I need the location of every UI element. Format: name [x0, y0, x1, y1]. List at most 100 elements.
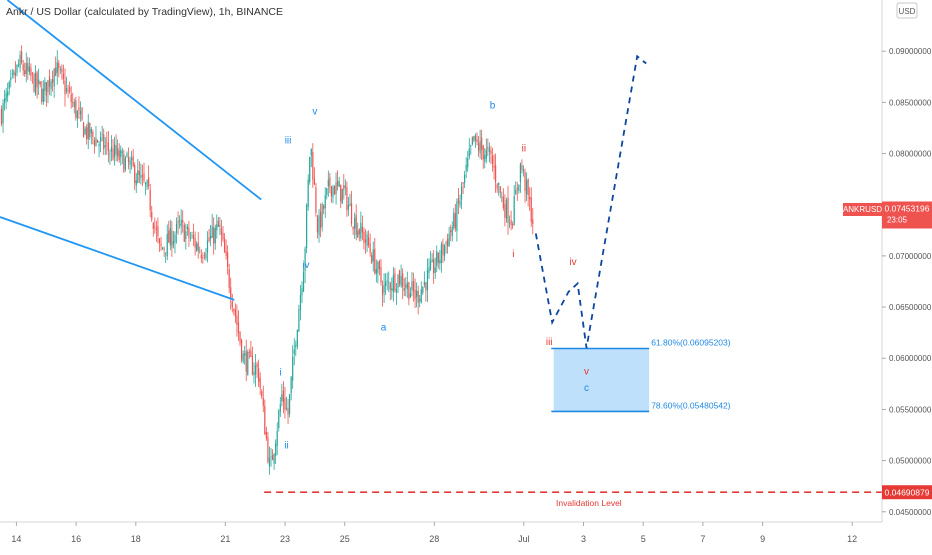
candle-body [144, 183, 147, 185]
candle-body [474, 135, 477, 141]
candle-body [502, 196, 504, 208]
candle-body [321, 204, 323, 227]
candle-body [73, 102, 75, 107]
candle-body [499, 186, 501, 193]
candle-body [464, 174, 466, 183]
candle-body [65, 88, 68, 92]
candle-body [443, 245, 446, 257]
candle-body [185, 231, 187, 240]
candle-body [335, 182, 337, 195]
candle-body [406, 282, 408, 289]
candle-body [10, 77, 12, 81]
candle-body [507, 198, 509, 223]
candle-body [137, 170, 139, 183]
candle-body [48, 76, 51, 87]
candle-body [135, 180, 137, 186]
candle-body [92, 132, 94, 137]
trendline[interactable] [6, 0, 262, 201]
candle-body [11, 73, 13, 75]
candle-body [468, 148, 470, 157]
candle-body [433, 259, 435, 274]
candle-body [264, 405, 266, 435]
fib-zone-box[interactable] [553, 348, 650, 412]
candle-body [420, 289, 422, 303]
ticker-badge [843, 202, 882, 216]
candle-body [24, 70, 26, 75]
fib-zone-layer[interactable] [551, 347, 650, 413]
candle-body [319, 211, 322, 229]
candle-body [440, 244, 442, 263]
candle-body [361, 226, 363, 233]
currency-box[interactable] [896, 2, 918, 19]
candle-body [385, 281, 387, 286]
candle-body [151, 211, 153, 220]
wave-label: i [279, 368, 281, 379]
candle-body [309, 156, 311, 183]
candle-body [168, 230, 170, 243]
candle-body [146, 180, 148, 187]
candle-body [90, 128, 92, 134]
candle-body [516, 188, 518, 190]
candle-body [84, 128, 86, 134]
candle-body [239, 331, 241, 343]
time-axis[interactable]: 14 16 18 21 23 25 28 Jul 3 5 7 9 12 [0, 521, 882, 544]
trendlines-layer[interactable] [0, 0, 262, 301]
candle-body [293, 349, 295, 354]
candle-body [510, 220, 512, 226]
chart-title: Ankr / US Dollar (calculated by TradingV… [6, 6, 283, 18]
candle-body [504, 204, 506, 218]
candle-body [194, 238, 196, 248]
candle-body [501, 196, 503, 198]
candle-body [182, 219, 184, 223]
candle-body [42, 88, 44, 102]
candle-body [525, 180, 528, 195]
candle-body [0, 109, 3, 124]
candle-body [261, 391, 263, 397]
candle-body [208, 237, 210, 241]
candle-body [268, 457, 271, 466]
candle-body [436, 251, 438, 267]
candle-body [398, 270, 401, 285]
candle-body [397, 274, 399, 288]
candle-body [270, 456, 272, 458]
candle-body [419, 298, 421, 301]
candle-body [228, 269, 230, 288]
invalidation-level-label: Invalidation Level [556, 498, 622, 508]
candle-body [39, 81, 41, 85]
candle-body [141, 175, 144, 177]
candle-body [521, 165, 523, 170]
candle-body [236, 315, 238, 326]
projection-layer[interactable] [534, 54, 647, 349]
candle-body [154, 226, 156, 228]
candle-body [343, 184, 345, 190]
candle-body [508, 222, 511, 224]
price-scale[interactable]: 0.04500000 0.05000000 0.05500000 0.06000000… [843, 0, 932, 522]
candle-body [360, 222, 362, 239]
candle-body [177, 220, 179, 223]
candle-body [532, 219, 534, 224]
projection-path[interactable] [534, 54, 647, 349]
candle-body [287, 408, 289, 415]
candle-body [120, 149, 122, 158]
candle-body [115, 145, 117, 155]
candle-body [17, 64, 20, 66]
candle-body [126, 153, 128, 157]
wave-label: v [584, 367, 589, 378]
candle-body [50, 81, 52, 90]
trendline[interactable] [0, 216, 235, 301]
price-tick-label: 0.04500000 [889, 508, 932, 517]
candle-body [166, 233, 168, 257]
candle-body [327, 179, 329, 187]
candle-body [240, 339, 243, 360]
candle-body [118, 150, 120, 160]
candle-body [206, 240, 209, 253]
time-ticks: 14 16 18 21 23 25 28 Jul 3 5 7 9 12 [11, 522, 857, 544]
candle-body [347, 204, 350, 210]
candle-body [248, 351, 250, 353]
candle-body [389, 283, 391, 290]
candle-body [256, 363, 258, 367]
candle-body [152, 223, 154, 229]
candle-body [14, 72, 17, 76]
